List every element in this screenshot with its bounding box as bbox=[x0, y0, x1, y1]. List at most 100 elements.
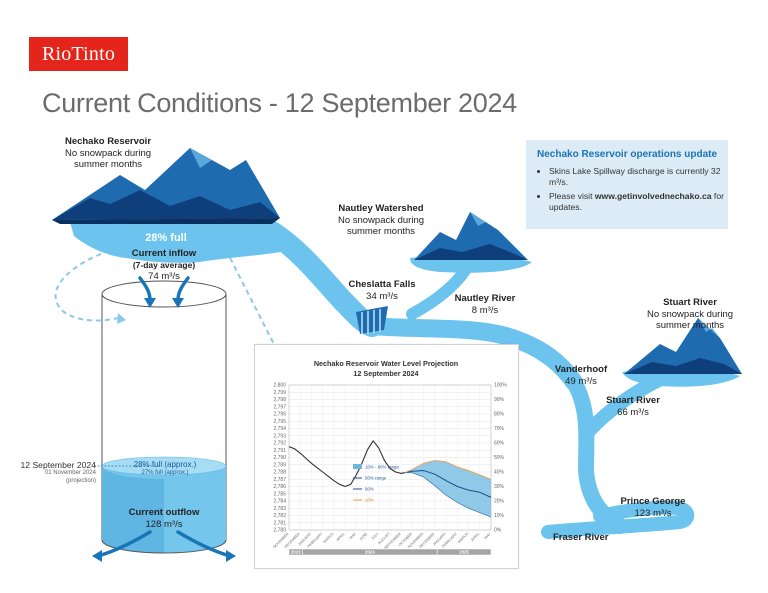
outflow-title: Current outflow bbox=[128, 507, 200, 518]
fraser-river bbox=[541, 500, 695, 539]
left-tick-label: 2,793 bbox=[273, 433, 286, 439]
right-tick-label: 40% bbox=[494, 470, 505, 476]
left-tick-label: 2,781 bbox=[273, 520, 286, 526]
left-tick-label: 2,783 bbox=[273, 506, 286, 512]
nautley-watershed-desc-1: No snowpack during bbox=[337, 214, 425, 226]
dashed-arrow-reservoir-to-cylinder bbox=[54, 247, 119, 322]
projection-50-line bbox=[404, 470, 492, 498]
plot-frame bbox=[288, 384, 492, 531]
projection-90-line bbox=[404, 459, 492, 480]
chart-legend: 10% - 90% range 50% range 90% 10% bbox=[353, 464, 399, 503]
projection-date-label: 01 November 2024 (projection) bbox=[12, 470, 96, 485]
year-label: 2023 bbox=[291, 550, 301, 555]
legend-label: 90% bbox=[365, 487, 374, 492]
stuart-river-value: 66 m³/s bbox=[617, 406, 649, 418]
right-tick-label: 80% bbox=[494, 412, 505, 418]
projection-level-label: 27% full (approx.) bbox=[141, 470, 189, 476]
left-tick-label: 2,795 bbox=[273, 419, 286, 425]
right-tick-label: 0% bbox=[494, 528, 502, 534]
left-tick-label: 2,794 bbox=[273, 426, 286, 432]
operations-update-list: Skins Lake Spillway discharge is current… bbox=[535, 166, 729, 216]
reservoir-cylinder bbox=[101, 280, 227, 554]
bullet-prefix: Please visit bbox=[549, 190, 595, 201]
year-label: 2025 bbox=[459, 550, 469, 555]
stuart-watershed-desc-2: summer months bbox=[655, 320, 725, 331]
chart-band bbox=[404, 460, 491, 517]
operations-update-title: Nechako Reservoir operations update bbox=[537, 149, 718, 160]
right-tick-label: 50% bbox=[494, 455, 505, 461]
x-tick-label: JULY bbox=[371, 531, 380, 540]
chart-years: 2023 2024 2025 bbox=[288, 548, 492, 556]
x-tick-label: MAY bbox=[484, 531, 493, 540]
nautley-mountains-icon bbox=[414, 212, 528, 260]
vanderhoof-name: Vanderhoof bbox=[554, 364, 608, 375]
dashed-arrowhead-left bbox=[117, 313, 126, 324]
left-tick-label: 2,796 bbox=[273, 412, 286, 418]
x-tick-label: MARCH bbox=[322, 532, 334, 544]
current-outflow-label: Current outflow 128 m³/s bbox=[118, 507, 210, 530]
left-tick-label: 2,799 bbox=[273, 390, 286, 396]
bullet-suffix: for updates. bbox=[549, 190, 724, 213]
x-tick-label: APRIL bbox=[470, 532, 480, 542]
chart-title: Nechako Reservoir Water Level Projection bbox=[314, 359, 458, 368]
left-tick-label: 2,780 bbox=[273, 528, 286, 534]
nechako-river-middle bbox=[363, 317, 583, 391]
right-tick-label: 90% bbox=[494, 397, 505, 403]
stuart-watershed-label: Stuart River No snowpack during summer m… bbox=[640, 297, 740, 332]
legend-label: 10% bbox=[365, 498, 374, 503]
website-link[interactable]: www.getinvolvednechako.ca bbox=[594, 190, 712, 201]
chart-grid bbox=[288, 384, 492, 531]
nautley-river-label: Nautley River 8 m³/s bbox=[448, 293, 522, 316]
right-tick-label: 100% bbox=[494, 383, 507, 389]
legend-label: 50% range bbox=[365, 476, 387, 481]
reservoir-percent-full: 28% full bbox=[145, 232, 187, 244]
nautley-watershed-label: Nautley Watershed No snowpack during sum… bbox=[330, 203, 432, 238]
page-title: Current Conditions - 12 September 2024 bbox=[42, 88, 517, 118]
nautley-river-value: 8 m³/s bbox=[471, 304, 499, 316]
left-tick-label: 2,782 bbox=[273, 513, 286, 519]
observed-line bbox=[288, 440, 405, 488]
nautley-river-name: Nautley River bbox=[454, 293, 516, 304]
operations-bullet-website: Please visit www.getinvolvednechako.ca f… bbox=[549, 191, 729, 214]
rio-tinto-logo[interactable]: RioTinto bbox=[29, 37, 128, 71]
inflow-title: Current inflow bbox=[131, 248, 197, 259]
x-tick-label: MARCH bbox=[457, 532, 469, 544]
cheslatta-falls-value: 34 m³/s bbox=[366, 290, 398, 302]
left-tick-label: 2,784 bbox=[273, 499, 286, 505]
right-tick-label: 70% bbox=[494, 426, 505, 432]
inflow-value: 74 m³/s bbox=[148, 271, 180, 282]
stuart-river-label: Stuart River 66 m³/s bbox=[600, 395, 666, 418]
left-tick-label: 2,787 bbox=[273, 477, 286, 483]
year-label: 2024 bbox=[365, 550, 375, 555]
year-bar-segment bbox=[436, 548, 492, 556]
chart-svg: Nechako Reservoir Water Level Projection… bbox=[272, 359, 507, 556]
inflow-subtitle: (7-day average) bbox=[132, 259, 196, 270]
left-tick-label: 2,797 bbox=[273, 404, 286, 410]
stuart-watershed-name: Stuart River bbox=[663, 297, 717, 308]
left-tick-label: 2,798 bbox=[273, 397, 286, 403]
vanderhoof-label: Vanderhoof 49 m³/s bbox=[548, 364, 614, 387]
cheslatta-falls-icon bbox=[356, 306, 388, 334]
x-tick-label: APRIL bbox=[336, 532, 346, 542]
left-tick-label: 2,800 bbox=[273, 383, 286, 389]
nechako-reservoir-name: Nechako Reservoir bbox=[64, 136, 152, 147]
projection-note: (projection) bbox=[65, 477, 96, 484]
current-inflow-label: Current inflow (7-day average) 74 m³/s bbox=[112, 248, 216, 283]
prince-george-name: Prince George bbox=[620, 496, 686, 507]
chart-subtitle: 12 September 2024 bbox=[353, 369, 418, 378]
chart-lines bbox=[288, 440, 492, 518]
fraser-river-label: Fraser River bbox=[553, 532, 609, 543]
operations-update-box: Nechako Reservoir operations update Skin… bbox=[526, 140, 728, 229]
nechako-reservoir-label: Nechako Reservoir No snowpack during sum… bbox=[54, 136, 162, 171]
operations-bullet-spillway: Skins Lake Spillway discharge is current… bbox=[549, 166, 729, 189]
left-tick-label: 2,786 bbox=[273, 484, 286, 490]
left-tick-label: 2,791 bbox=[273, 448, 286, 454]
cheslatta-falls-name: Cheslatta Falls bbox=[348, 279, 416, 290]
legend-swatch-band bbox=[353, 464, 362, 469]
left-tick-label: 2,789 bbox=[273, 462, 286, 468]
legend-label: 10% - 90% range bbox=[365, 465, 399, 470]
nechako-reservoir-desc-2: summer months bbox=[73, 159, 143, 170]
stuart-mountains-icon bbox=[624, 318, 742, 374]
